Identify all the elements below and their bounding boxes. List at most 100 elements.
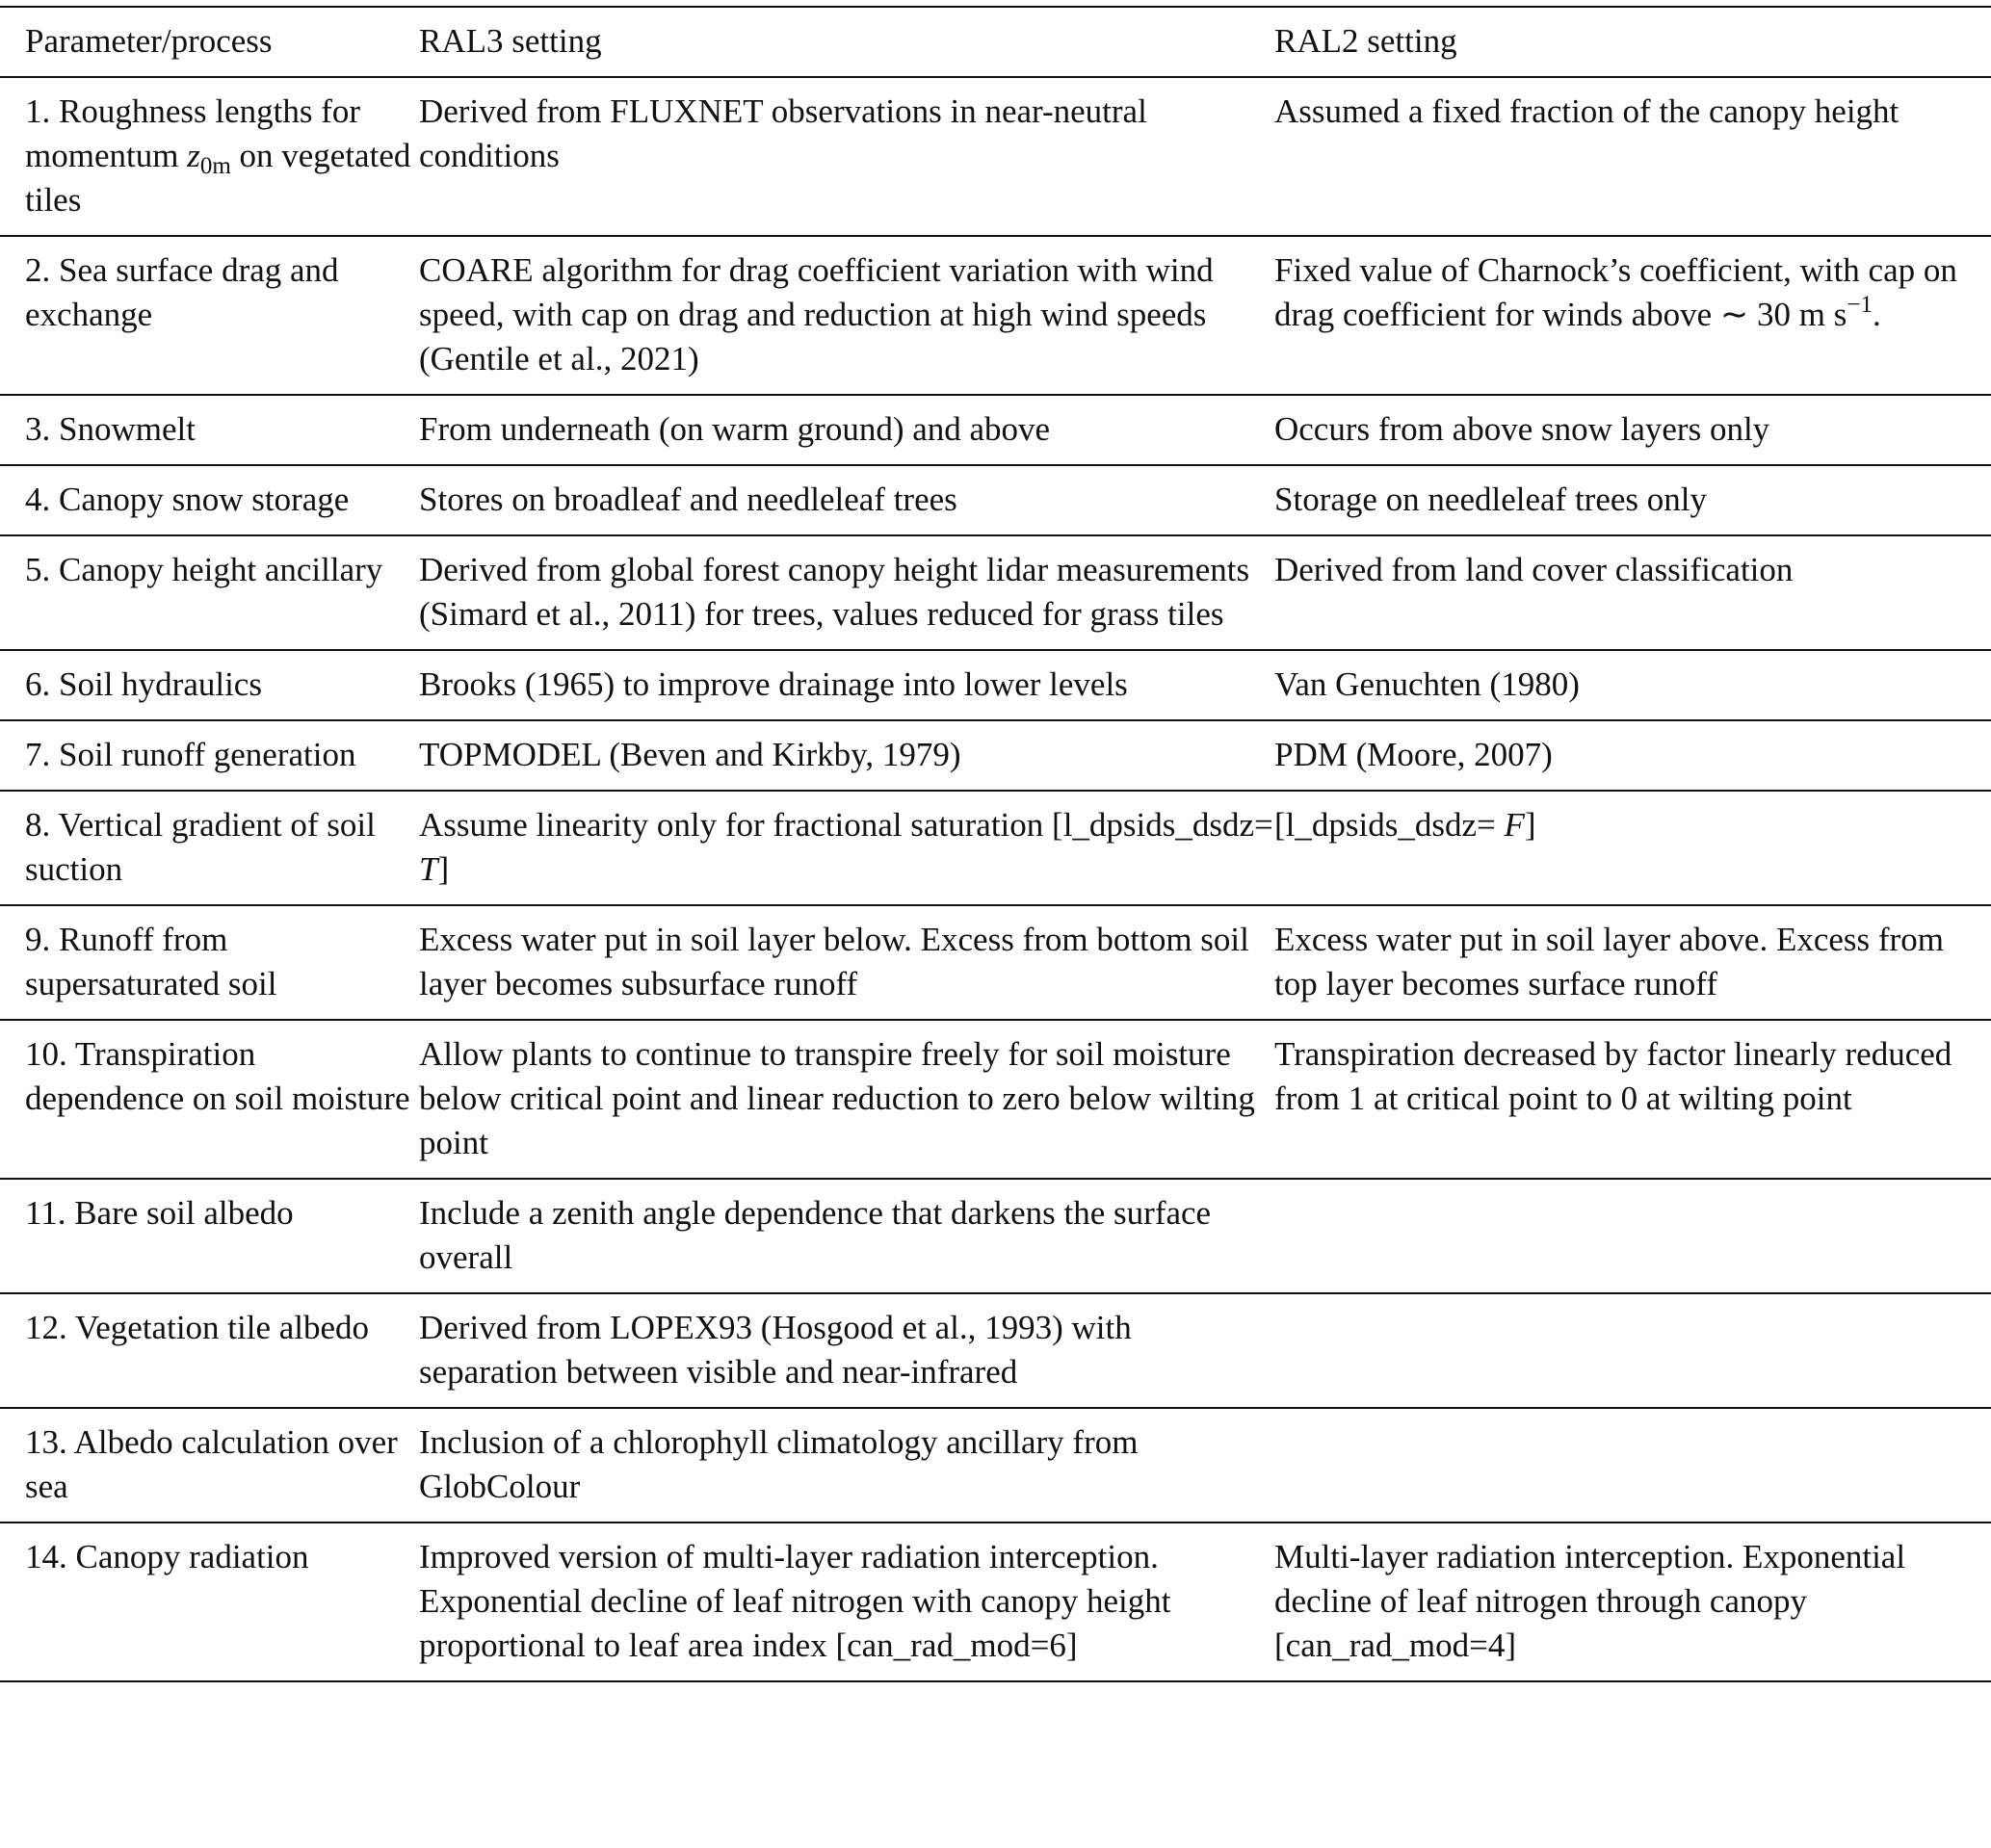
cell-text: TOPMODEL (Beven and Kirkby, 1979) — [419, 736, 961, 773]
table-row: 11. Bare soil albedo Include a zenith ang… — [0, 1179, 1991, 1293]
parameter-cell: 2. Sea surface drag and exchange — [0, 236, 419, 395]
cell-text: 1. Roughness lengths for momentum — [25, 92, 361, 174]
header-ral2: RAL2 setting — [1274, 22, 1457, 60]
table-row: 6. Soil hydraulics Brooks (1965) to impro… — [0, 650, 1991, 720]
ral3-cell: Derived from global forest canopy height… — [419, 535, 1274, 650]
cell-text: 9. Runoff from supersaturated soil — [25, 921, 277, 1002]
header-parameter: Parameter/process — [25, 22, 273, 60]
subscript: 0m — [199, 153, 231, 179]
ral3-cell: Excess water put in soil layer below. Ex… — [419, 905, 1274, 1020]
cell-text: 12. Vegetation tile albedo — [25, 1309, 370, 1346]
cell-text: 4. Canopy snow storage — [25, 481, 350, 518]
cell-text: Occurs from above snow layers only — [1274, 410, 1770, 448]
ral3-cell: Inclusion of a chlorophyll climatology a… — [419, 1408, 1274, 1523]
header-row: Parameter/process RAL3 setting RAL2 sett… — [0, 7, 1991, 77]
cell-text: Storage on needleleaf trees only — [1274, 481, 1707, 518]
parameter-cell: 6. Soil hydraulics — [0, 650, 419, 720]
ral2-cell: Excess water put in soil layer above. Ex… — [1274, 905, 1991, 1020]
parameter-cell: 11. Bare soil albedo — [0, 1179, 419, 1293]
ral2-cell — [1274, 1293, 1991, 1408]
cell-text: Inclusion of a chlorophyll climatology a… — [419, 1423, 1139, 1505]
ral2-cell: PDM (Moore, 2007) — [1274, 720, 1991, 791]
cell-text: 10. Transpiration dependence on soil moi… — [25, 1035, 410, 1117]
cell-text: 5. Canopy height ancillary — [25, 551, 383, 588]
table-row: 2. Sea surface drag and exchange COARE al… — [0, 236, 1991, 395]
cell-text: COARE algorithm for drag coefficient var… — [419, 251, 1214, 377]
cell-text: From underneath (on warm ground) and abo… — [419, 410, 1051, 448]
table-row: 9. Runoff from supersaturated soil Excess… — [0, 905, 1991, 1020]
cell-text: ] — [437, 850, 450, 888]
parameter-cell: 5. Canopy height ancillary — [0, 535, 419, 650]
ral3-cell: Brooks (1965) to improve drainage into l… — [419, 650, 1274, 720]
math-symbol: z — [187, 137, 200, 174]
cell-text: 3. Snowmelt — [25, 410, 196, 448]
ral3-cell: Derived from LOPEX93 (Hosgood et al., 19… — [419, 1293, 1274, 1408]
ral3-cell: Allow plants to continue to transpire fr… — [419, 1020, 1274, 1179]
comparison-table: Parameter/process RAL3 setting RAL2 sett… — [0, 6, 1991, 1682]
table-row: 13. Albedo calculation over sea Inclusion… — [0, 1408, 1991, 1523]
parameter-cell: 10. Transpiration dependence on soil moi… — [0, 1020, 419, 1179]
ral2-cell: Multi-layer radiation interception. Expo… — [1274, 1523, 1991, 1681]
cell-text: 14. Canopy radiation — [25, 1538, 309, 1575]
cell-text: Include a zenith angle dependence that d… — [419, 1194, 1212, 1276]
cell-text: [l_dpsids_dsdz= — [1274, 806, 1505, 844]
cell-text: . — [1872, 296, 1881, 333]
ral2-cell: Storage on needleleaf trees only — [1274, 465, 1991, 535]
parameter-cell: 3. Snowmelt — [0, 395, 419, 465]
cell-text: Derived from land cover classification — [1274, 551, 1794, 588]
parameter-cell: 4. Canopy snow storage — [0, 465, 419, 535]
superscript: −1 — [1847, 292, 1873, 318]
table-row: 3. Snowmelt From underneath (on warm grou… — [0, 395, 1991, 465]
ral2-cell: Transpiration decreased by factor linear… — [1274, 1020, 1991, 1179]
ral3-cell: From underneath (on warm ground) and abo… — [419, 395, 1274, 465]
ral2-cell: Fixed value of Charnock’s coefficient, w… — [1274, 236, 1991, 395]
cell-text: Assume linearity only for fractional sat… — [419, 806, 1273, 844]
cell-text: 11. Bare soil albedo — [25, 1194, 294, 1232]
cell-text: Excess water put in soil layer above. Ex… — [1274, 921, 1944, 1002]
cell-text: Derived from global forest canopy height… — [419, 551, 1250, 633]
cell-text: ] — [1524, 806, 1536, 844]
table-row: 5. Canopy height ancillary Derived from g… — [0, 535, 1991, 650]
cell-text: Transpiration decreased by factor linear… — [1274, 1035, 1952, 1117]
cell-text: Stores on broadleaf and needleleaf trees — [419, 481, 957, 518]
parameter-cell: 12. Vegetation tile albedo — [0, 1293, 419, 1408]
cell-text: Derived from LOPEX93 (Hosgood et al., 19… — [419, 1309, 1132, 1391]
cell-text: 13. Albedo calculation over sea — [25, 1423, 398, 1505]
math-symbol: F — [1504, 806, 1525, 844]
ral2-cell: Occurs from above snow layers only — [1274, 395, 1991, 465]
cell-text: Van Genuchten (1980) — [1274, 665, 1580, 703]
cell-text: Multi-layer radiation interception. Expo… — [1274, 1538, 1906, 1664]
parameter-cell: 14. Canopy radiation — [0, 1523, 419, 1681]
parameter-cell: 13. Albedo calculation over sea — [0, 1408, 419, 1523]
table-row: 4. Canopy snow storage Stores on broadlea… — [0, 465, 1991, 535]
parameter-cell: 9. Runoff from supersaturated soil — [0, 905, 419, 1020]
ral3-cell: Include a zenith angle dependence that d… — [419, 1179, 1274, 1293]
cell-text: 8. Vertical gradient of soil suction — [25, 806, 376, 888]
cell-text: 7. Soil runoff generation — [25, 736, 356, 773]
cell-text: Improved version of multi-layer radiatio… — [419, 1538, 1171, 1664]
parameter-cell: 1. Roughness lengths for momentum z0m on… — [0, 77, 419, 236]
table-row: 14. Canopy radiation Improved version of … — [0, 1523, 1991, 1681]
ral2-cell — [1274, 1408, 1991, 1523]
table-row: 7. Soil runoff generation TOPMODEL (Beven… — [0, 720, 1991, 791]
ral2-cell — [1274, 1179, 1991, 1293]
ral3-cell: Derived from FLUXNET observations in nea… — [419, 77, 1274, 236]
ral2-cell: Assumed a fixed fraction of the canopy h… — [1274, 77, 1991, 236]
cell-text: Excess water put in soil layer below. Ex… — [419, 921, 1249, 1002]
parameter-cell: 8. Vertical gradient of soil suction — [0, 791, 419, 905]
cell-text: 6. Soil hydraulics — [25, 665, 262, 703]
cell-text: Assumed a fixed fraction of the canopy h… — [1274, 92, 1899, 130]
cell-text: Derived from FLUXNET observations in nea… — [419, 92, 1147, 174]
table-row: 1. Roughness lengths for momentum z0m on… — [0, 77, 1991, 236]
ral3-cell: TOPMODEL (Beven and Kirkby, 1979) — [419, 720, 1274, 791]
ral3-cell: COARE algorithm for drag coefficient var… — [419, 236, 1274, 395]
cell-text: Allow plants to continue to transpire fr… — [419, 1035, 1255, 1161]
cell-text: PDM (Moore, 2007) — [1274, 736, 1553, 773]
cell-text: Brooks (1965) to improve drainage into l… — [419, 665, 1128, 703]
ral2-cell: Van Genuchten (1980) — [1274, 650, 1991, 720]
header-ral3: RAL3 setting — [419, 22, 602, 60]
table-row: 10. Transpiration dependence on soil moi… — [0, 1020, 1991, 1179]
cell-text: Fixed value of Charnock’s coefficient, w… — [1274, 251, 1957, 333]
ral2-cell: Derived from land cover classification — [1274, 535, 1991, 650]
table-row: 8. Vertical gradient of soil suction Assu… — [0, 791, 1991, 905]
